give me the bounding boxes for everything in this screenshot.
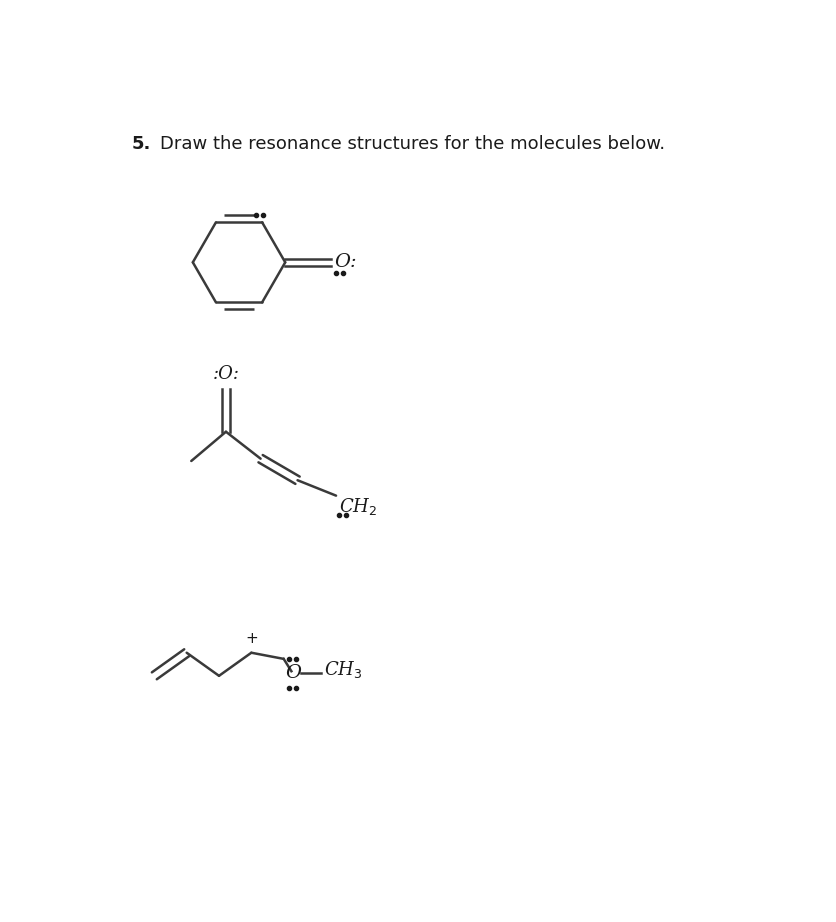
- Text: CH$_2$: CH$_2$: [339, 496, 378, 517]
- Text: O:: O:: [334, 253, 357, 270]
- Text: Draw the resonance structures for the molecules below.: Draw the resonance structures for the mo…: [161, 136, 665, 153]
- Text: +: +: [245, 632, 257, 646]
- Text: O: O: [285, 664, 301, 681]
- Text: :O:: :O:: [212, 365, 239, 384]
- Text: CH$_3$: CH$_3$: [324, 659, 362, 680]
- Text: 5.: 5.: [131, 136, 150, 153]
